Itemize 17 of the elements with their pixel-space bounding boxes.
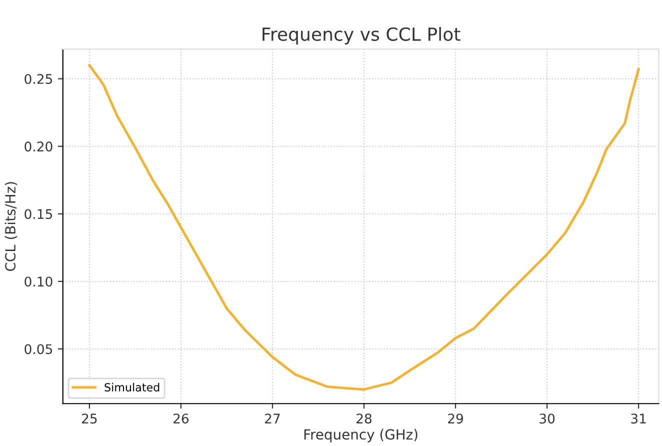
x-axis-title: Frequency (GHz) (304, 428, 418, 442)
x-tick-label: 31 (631, 414, 646, 424)
x-tick-label: 28 (356, 414, 372, 424)
y-tick-label: 0.25 (24, 74, 52, 84)
legend-label: Simulated (104, 382, 160, 392)
y-axis-title: CCL (Bits/Hz) (4, 182, 18, 271)
x-tick-label: 26 (174, 414, 189, 424)
y-tick-label: 0.10 (24, 276, 52, 287)
x-tick-label: 25 (82, 414, 97, 424)
y-tick-label: 0.20 (24, 142, 52, 152)
x-tick-label: 29 (448, 414, 463, 424)
x-tick-label: 27 (265, 414, 280, 424)
y-tick-label: 0.15 (24, 209, 52, 220)
x-tick-label: 30 (540, 414, 555, 424)
line-series (88, 64, 640, 391)
y-tick-label: 0.05 (24, 344, 52, 354)
chart-title: Frequency vs CCL Plot (262, 27, 460, 44)
